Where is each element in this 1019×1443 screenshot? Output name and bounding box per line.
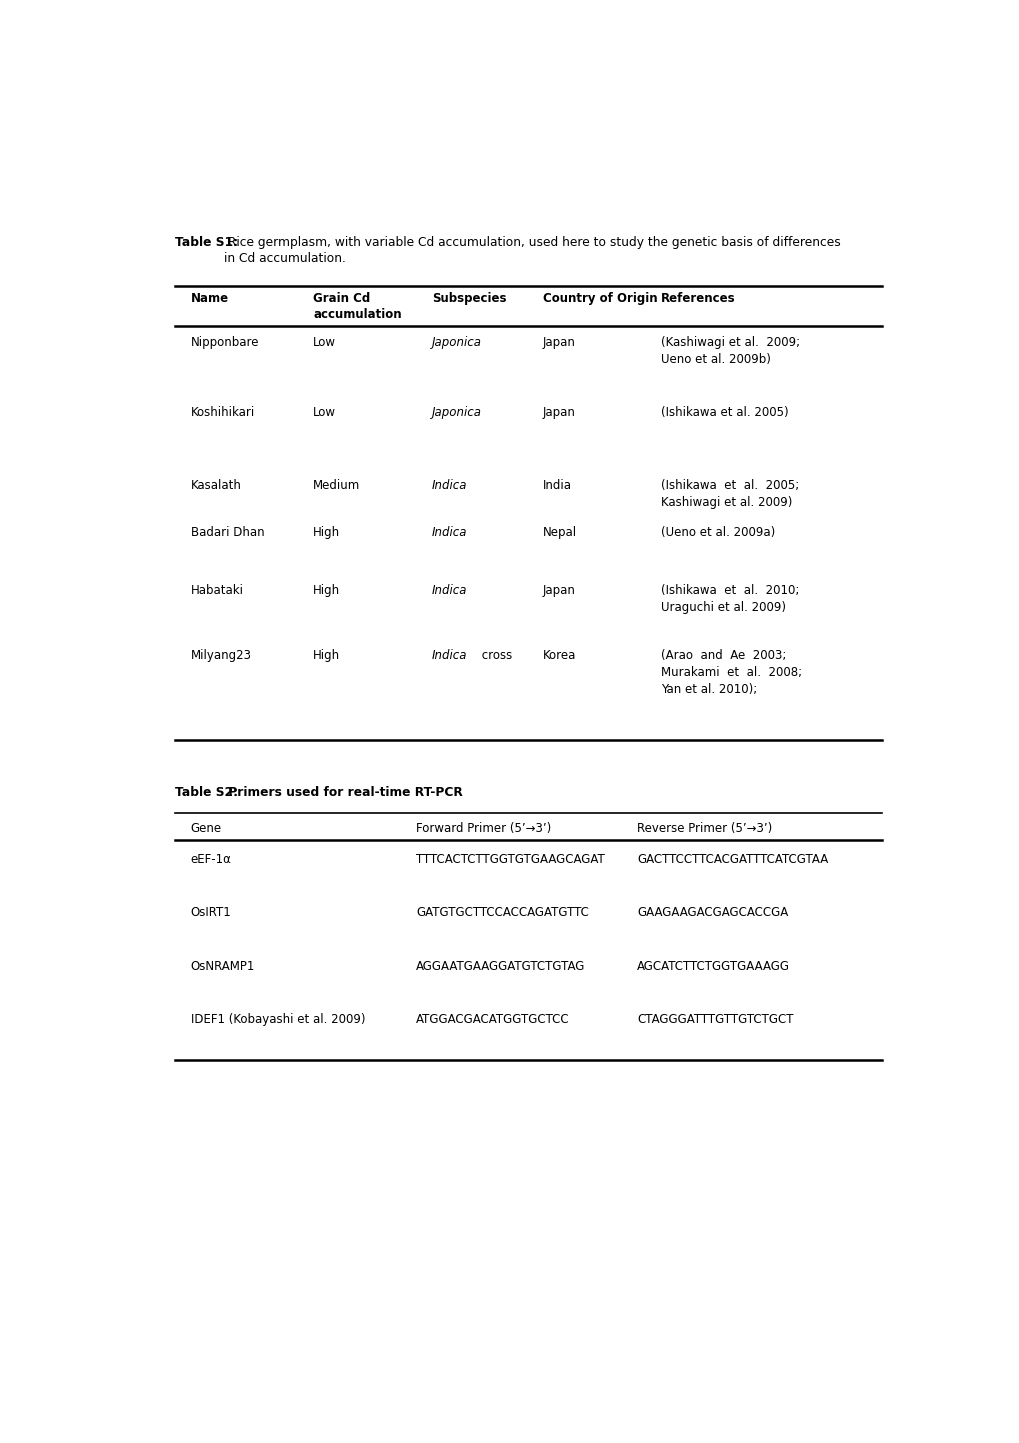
Text: Japan: Japan bbox=[542, 407, 575, 420]
Text: High: High bbox=[313, 649, 340, 662]
Text: Reverse Primer (5’→3’): Reverse Primer (5’→3’) bbox=[637, 823, 771, 835]
Text: GAAGAAGACGAGCACCGA: GAAGAAGACGAGCACCGA bbox=[637, 906, 788, 919]
Text: Indica: Indica bbox=[431, 527, 467, 540]
Text: (Ishikawa  et  al.  2010;
Uraguchi et al. 2009): (Ishikawa et al. 2010; Uraguchi et al. 2… bbox=[660, 584, 799, 615]
Text: Forward Primer (5’→3’): Forward Primer (5’→3’) bbox=[416, 823, 550, 835]
Text: (Kashiwagi et al.  2009;
Ueno et al. 2009b): (Kashiwagi et al. 2009; Ueno et al. 2009… bbox=[660, 336, 800, 367]
Text: ATGGACGACATGGTGCTCC: ATGGACGACATGGTGCTCC bbox=[416, 1013, 569, 1026]
Text: OsIRT1: OsIRT1 bbox=[191, 906, 231, 919]
Text: Indica: Indica bbox=[431, 584, 467, 597]
Text: References: References bbox=[660, 291, 735, 304]
Text: Nipponbare: Nipponbare bbox=[191, 336, 259, 349]
Text: Kasalath: Kasalath bbox=[191, 479, 242, 492]
Text: Subspecies: Subspecies bbox=[431, 291, 505, 304]
Text: Low: Low bbox=[313, 407, 336, 420]
Text: Koshihikari: Koshihikari bbox=[191, 407, 255, 420]
Text: India: India bbox=[542, 479, 571, 492]
Text: Milyang23: Milyang23 bbox=[191, 649, 252, 662]
Text: Habataki: Habataki bbox=[191, 584, 244, 597]
Text: Badari Dhan: Badari Dhan bbox=[191, 527, 264, 540]
Text: Low: Low bbox=[313, 336, 336, 349]
Text: Medium: Medium bbox=[313, 479, 360, 492]
Text: (Ishikawa  et  al.  2005;
Kashiwagi et al. 2009): (Ishikawa et al. 2005; Kashiwagi et al. … bbox=[660, 479, 799, 509]
Text: Korea: Korea bbox=[542, 649, 576, 662]
Text: Grain Cd
accumulation: Grain Cd accumulation bbox=[313, 291, 401, 320]
Text: Japonica: Japonica bbox=[431, 407, 481, 420]
Text: Nepal: Nepal bbox=[542, 527, 576, 540]
Text: GACTTCCTTCACGATTTCATCGTAA: GACTTCCTTCACGATTTCATCGTAA bbox=[637, 853, 827, 866]
Text: High: High bbox=[313, 584, 340, 597]
Text: Primers used for real-time RT-PCR: Primers used for real-time RT-PCR bbox=[224, 786, 463, 799]
Text: TTTCACTCTTGGTGTGAAGCAGAT: TTTCACTCTTGGTGTGAAGCAGAT bbox=[416, 853, 604, 866]
Text: Japan: Japan bbox=[542, 584, 575, 597]
Text: Gene: Gene bbox=[191, 823, 222, 835]
Text: AGGAATGAAGGATGTCTGTAG: AGGAATGAAGGATGTCTGTAG bbox=[416, 960, 585, 973]
Text: eEF-1α: eEF-1α bbox=[191, 853, 231, 866]
Text: Indica: Indica bbox=[431, 479, 467, 492]
Text: IDEF1 (Kobayashi et al. 2009): IDEF1 (Kobayashi et al. 2009) bbox=[191, 1013, 365, 1026]
Text: Name: Name bbox=[191, 291, 228, 304]
Text: OsNRAMP1: OsNRAMP1 bbox=[191, 960, 255, 973]
Text: Country of Origin: Country of Origin bbox=[542, 291, 656, 304]
Text: (Arao  and  Ae  2003;
Murakami  et  al.  2008;
Yan et al. 2010);: (Arao and Ae 2003; Murakami et al. 2008;… bbox=[660, 649, 801, 696]
Text: GATGTGCTTCCACCAGATGTTC: GATGTGCTTCCACCAGATGTTC bbox=[416, 906, 588, 919]
Text: Indica: Indica bbox=[431, 649, 467, 662]
Text: (Ueno et al. 2009a): (Ueno et al. 2009a) bbox=[660, 527, 774, 540]
Text: Table S1:: Table S1: bbox=[175, 237, 237, 250]
Text: AGCATCTTCTGGTGAAAGG: AGCATCTTCTGGTGAAAGG bbox=[637, 960, 790, 973]
Text: CTAGGGATTTGTTGTCTGCT: CTAGGGATTTGTTGTCTGCT bbox=[637, 1013, 793, 1026]
Text: Japonica: Japonica bbox=[431, 336, 481, 349]
Text: High: High bbox=[313, 527, 340, 540]
Text: Japan: Japan bbox=[542, 336, 575, 349]
Text: (Ishikawa et al. 2005): (Ishikawa et al. 2005) bbox=[660, 407, 788, 420]
Text: Table S2:: Table S2: bbox=[175, 786, 237, 799]
Text: Rice germplasm, with variable Cd accumulation, used here to study the genetic ba: Rice germplasm, with variable Cd accumul… bbox=[224, 237, 840, 266]
Text: cross: cross bbox=[477, 649, 512, 662]
